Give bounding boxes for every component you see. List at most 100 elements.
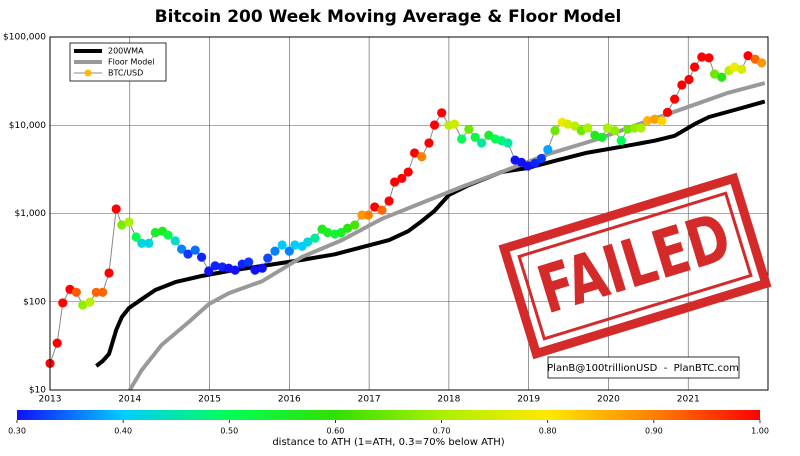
price-dot <box>670 94 680 104</box>
y-tick-label: $10 <box>29 386 46 396</box>
price-dot <box>677 80 687 90</box>
price-dot <box>503 138 513 148</box>
price-dot <box>210 261 220 271</box>
price-dot <box>397 173 407 183</box>
price-dot <box>636 123 646 133</box>
price-dot <box>457 134 467 144</box>
price-dot <box>170 236 180 246</box>
price-dot <box>603 123 613 133</box>
colorbar-tick-label: 0.40 <box>114 427 132 436</box>
price-dot <box>71 287 81 297</box>
price-dot <box>177 244 187 254</box>
price-dot <box>124 217 134 227</box>
colorbar-tick-label: 0.90 <box>645 427 663 436</box>
y-tick-label: $1,000 <box>15 209 47 219</box>
price-dot <box>642 115 653 126</box>
colorbar: 0.30 0.40 0.50 0.60 0.70 0.80 0.90 1.00 distance… <box>8 410 769 448</box>
y-tick-label: $100,000 <box>3 33 46 43</box>
price-dot <box>98 287 108 297</box>
price-dot <box>717 72 727 82</box>
colorbar-tick-label: 1.00 <box>751 427 769 436</box>
price-dot <box>570 121 580 131</box>
price-dot <box>163 230 173 240</box>
price-dot <box>630 123 640 133</box>
price-dot <box>52 338 62 348</box>
price-dot <box>363 210 373 220</box>
price-dot <box>476 138 487 148</box>
price-dot <box>729 62 740 72</box>
price-dot <box>303 237 313 247</box>
colorbar-label: distance to ATH (1=ATH, 0.3=70% below AT… <box>272 437 504 448</box>
price-dot <box>284 246 294 256</box>
price-dot <box>536 153 547 164</box>
chart-title: Bitcoin 200 Week Moving Average & Floor … <box>155 7 622 27</box>
legend-label: Floor Model <box>108 58 154 67</box>
price-dot <box>563 119 573 129</box>
y-tick-label: $10,000 <box>9 121 46 131</box>
price-dot <box>85 297 95 307</box>
stamp-inner-border <box>517 191 753 341</box>
price-dot <box>583 123 593 133</box>
price-dot <box>523 161 533 171</box>
x-tick-label: 2018 <box>437 395 460 405</box>
stamp-text: FAILED <box>529 198 739 329</box>
price-dot <box>183 249 193 259</box>
plot-area <box>45 51 767 392</box>
price-dot <box>409 148 420 158</box>
price-dot <box>370 202 380 212</box>
price-dot <box>417 152 427 162</box>
price-dot <box>384 196 394 206</box>
price-dot <box>250 265 260 275</box>
price-dot <box>530 158 540 168</box>
stamp-border <box>498 172 772 360</box>
y-tick-label: $100 <box>23 297 46 307</box>
price-dot <box>204 266 214 276</box>
price-dot <box>743 51 753 61</box>
price-dot <box>270 246 280 256</box>
price-dot <box>622 124 633 134</box>
price-dot <box>144 238 154 248</box>
price-dot <box>196 252 207 262</box>
x-tick-label: 2020 <box>597 395 620 405</box>
legend-marker <box>84 69 92 77</box>
price-dot <box>737 64 747 74</box>
price-dot <box>91 287 101 297</box>
annotation: PlanB@100trillionUSD - PlanBTC.com <box>547 363 739 374</box>
price-dot <box>550 125 560 136</box>
price-dot <box>697 52 707 62</box>
price-dot <box>662 107 673 117</box>
price-dot <box>131 232 141 242</box>
price-dot <box>78 300 88 310</box>
price-dot <box>543 144 553 155</box>
series-line <box>128 81 766 392</box>
x-tick-label: 2014 <box>118 395 141 405</box>
price-dot <box>117 220 127 230</box>
price-dot <box>263 253 273 263</box>
x-tick-label: 2019 <box>517 395 540 405</box>
stamp: FAILED <box>498 172 772 360</box>
price-dot <box>377 205 387 215</box>
price-dot <box>350 220 360 230</box>
legend: 200WMA Floor Model BTC/USD <box>69 42 167 82</box>
price-dot <box>137 238 147 248</box>
price-dot <box>323 227 333 238</box>
price-dot <box>244 257 254 267</box>
price-dot <box>437 108 447 118</box>
colorbar-tick-label: 0.80 <box>539 427 557 436</box>
colorbar-tick-label: 0.60 <box>327 427 345 436</box>
price-dot <box>590 130 600 140</box>
legend-label: BTC/USD <box>108 69 143 78</box>
price-dot <box>684 74 694 85</box>
price-dot <box>429 120 440 130</box>
price-dot <box>464 124 474 134</box>
colorbar-tick-label: 0.30 <box>8 427 26 436</box>
price-dot <box>650 114 660 124</box>
price-dot <box>424 138 434 148</box>
price-dot <box>277 240 287 250</box>
x-tick-label: 2016 <box>278 395 301 405</box>
price-dot <box>449 119 460 129</box>
colorbar-gradient <box>17 410 760 420</box>
price-dot <box>616 135 626 146</box>
price-dot <box>470 132 480 142</box>
